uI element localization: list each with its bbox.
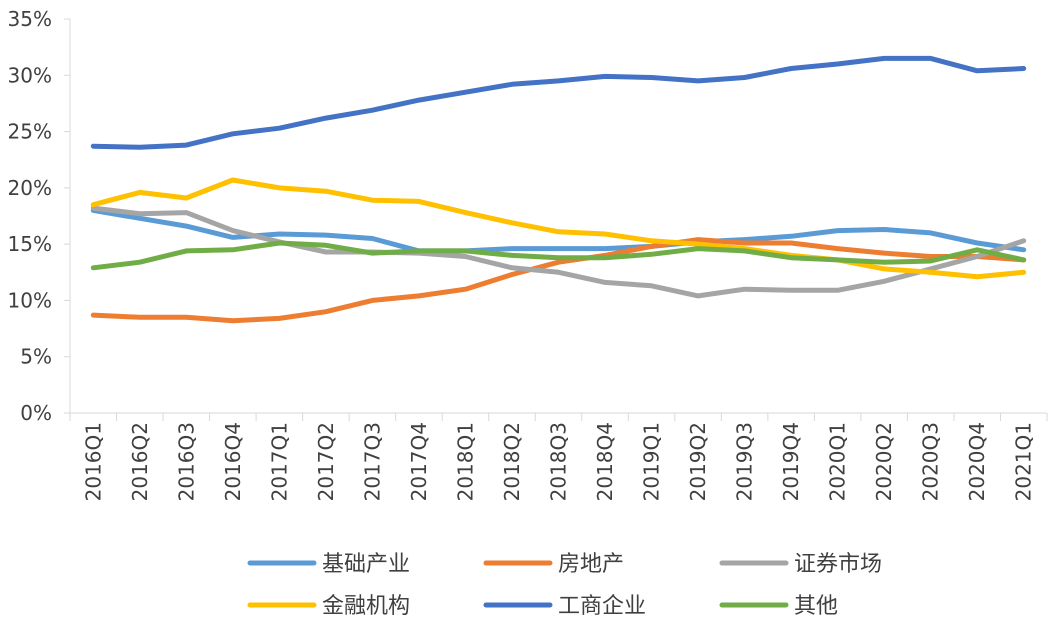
x-tick-label: 2017Q3: [360, 422, 384, 501]
x-tick-label: 2018Q4: [593, 422, 617, 501]
x-tick-label: 2019Q1: [640, 422, 664, 501]
series-line-2: [90, 205, 1027, 299]
x-tick-label: 2016Q3: [174, 422, 198, 501]
series-line-3: [90, 177, 1027, 280]
x-tick-label: 2018Q3: [547, 422, 571, 501]
x-tick-label: 2019Q3: [733, 422, 757, 501]
x-axis-ticks: 2016Q1 2016Q2 2016Q3 2016Q4 2017Q1 2017Q2 2017…: [81, 422, 1035, 501]
series-line-4: [90, 55, 1027, 150]
x-tick-label: 2019Q4: [779, 422, 803, 501]
legend-item: 基础产业: [247, 552, 410, 577]
y-tick-label: 20%: [8, 176, 52, 200]
x-tick-label: 2020Q1: [826, 422, 850, 501]
x-tick-label: 2017Q1: [267, 422, 291, 501]
legend-label: 证券市场: [794, 552, 882, 577]
y-tick-label: 10%: [8, 288, 52, 312]
legend-item: 其他: [719, 594, 838, 619]
legend-item: 工商企业: [483, 594, 646, 619]
x-tick-label: 2017Q4: [407, 422, 431, 501]
series-line-5: [90, 240, 1027, 271]
x-tick-label: 2016Q4: [221, 422, 245, 501]
legend-item: 房地产: [483, 552, 624, 577]
axes: [64, 18, 1048, 421]
y-tick-label: 0%: [20, 401, 52, 425]
legend-item: 证券市场: [719, 552, 882, 577]
y-tick-label: 25%: [8, 120, 52, 144]
x-tick-label: 2019Q2: [686, 422, 710, 501]
y-tick-label: 15%: [8, 232, 52, 256]
x-tick-label: 2020Q3: [919, 422, 943, 501]
series-lines: [90, 55, 1027, 324]
x-tick-label: 2021Q1: [1012, 422, 1036, 501]
x-tick-label: 2018Q2: [500, 422, 524, 501]
legend-label: 其他: [794, 594, 838, 619]
y-tick-label: 35%: [8, 7, 52, 31]
legend-label: 工商企业: [558, 594, 646, 619]
x-tick-label: 2020Q2: [872, 422, 896, 501]
legend-label: 金融机构: [322, 594, 410, 619]
x-tick-label: 2016Q1: [81, 422, 105, 501]
x-tick-label: 2016Q2: [128, 422, 152, 501]
legend-label: 房地产: [558, 552, 624, 577]
y-axis-ticks: 0% 5% 10% 15% 20% 25% 30% 35%: [8, 7, 52, 425]
y-tick-label: 30%: [8, 63, 52, 87]
x-tick-label: 2018Q1: [453, 422, 477, 501]
y-tick-label: 5%: [20, 345, 52, 369]
x-tick-label: 2020Q4: [965, 422, 989, 501]
x-tick-label: 2017Q2: [314, 422, 338, 501]
series-line-1: [90, 237, 1027, 324]
legend-label: 基础产业: [322, 552, 410, 577]
legend-item: 金融机构: [247, 594, 410, 619]
